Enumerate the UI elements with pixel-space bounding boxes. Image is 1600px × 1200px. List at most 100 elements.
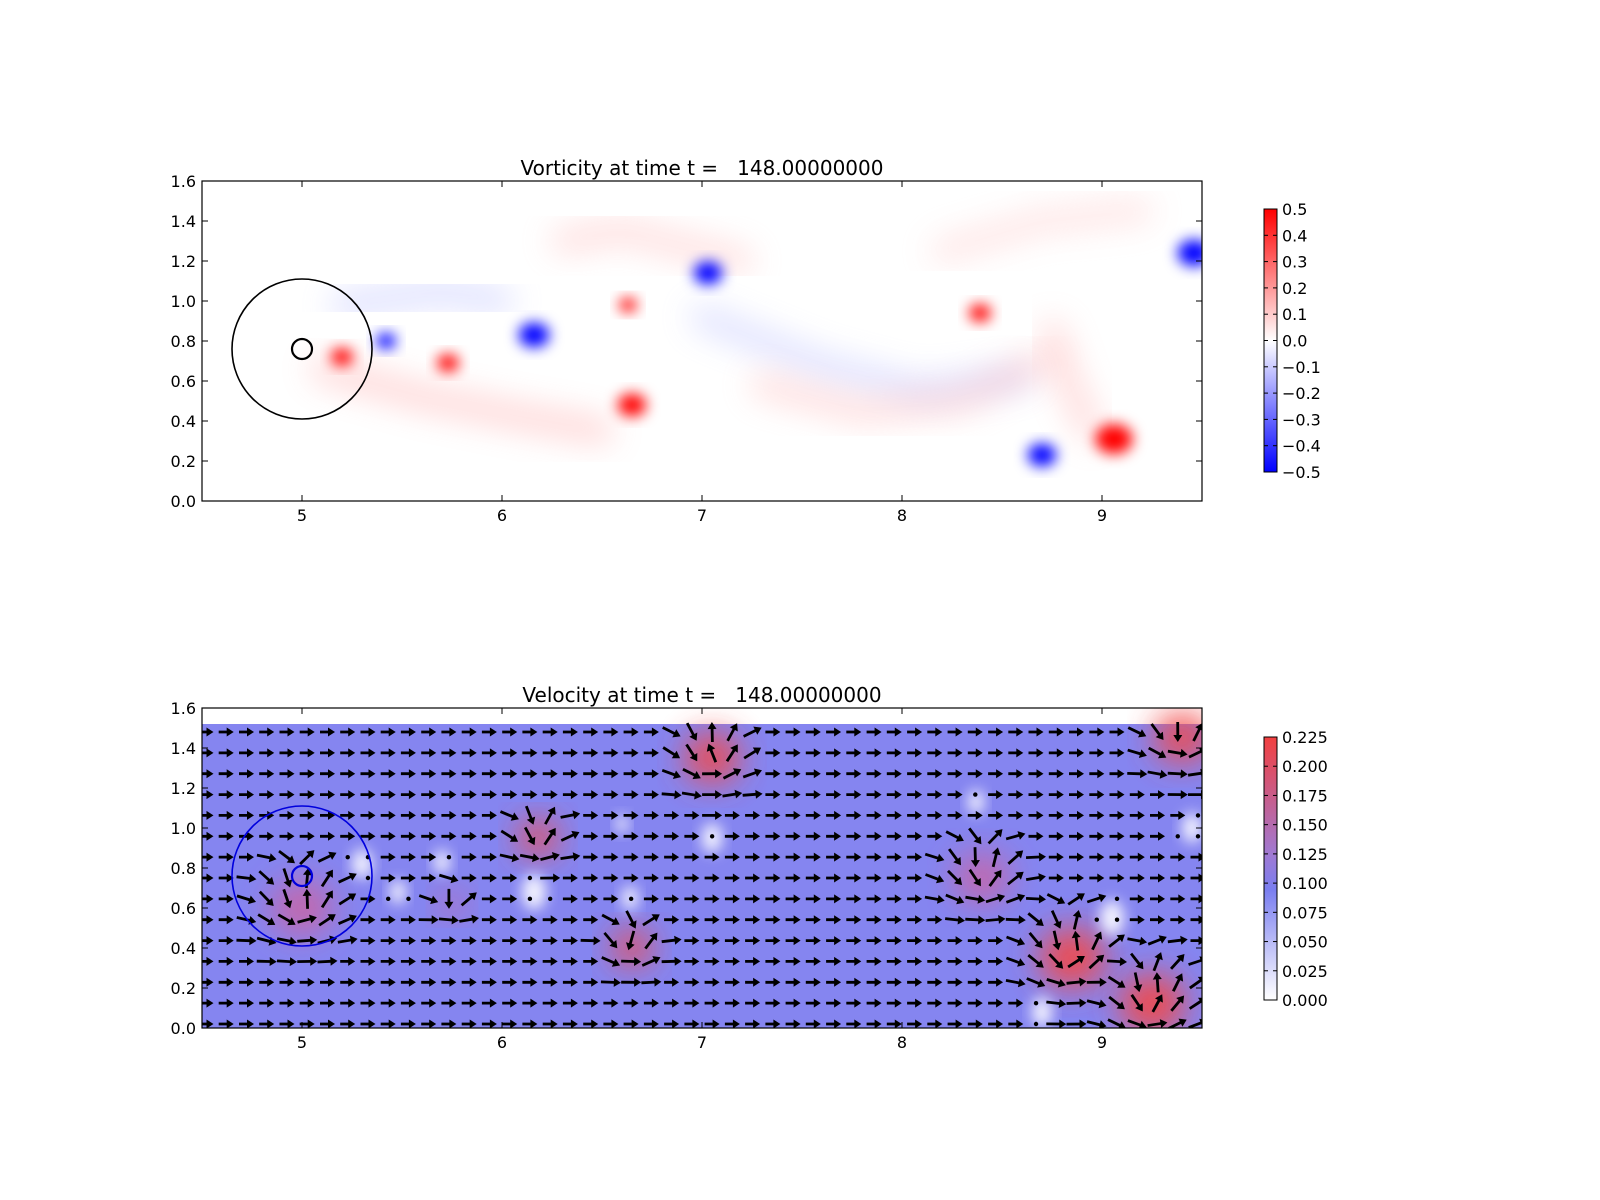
- quiver-arrow: [340, 998, 356, 1008]
- quiver-arrow: [927, 915, 943, 925]
- quiver-arrow: [623, 1019, 639, 1028]
- velocity-fast-region: [518, 820, 558, 856]
- quiver-arrow: [421, 831, 437, 841]
- quiver-arrow: [562, 1019, 578, 1028]
- quiver-arrow: [968, 868, 981, 887]
- quiver-arrow: [340, 769, 356, 779]
- vorticity-wake-band: [311, 358, 613, 442]
- vorticity-wake-band: [551, 220, 753, 272]
- quiver-arrow: [1048, 769, 1064, 779]
- quiver-arrow: [461, 936, 477, 946]
- quiver-arrow: [1170, 894, 1186, 904]
- quiver-arrow: [239, 810, 254, 820]
- quiver-arrow: [299, 998, 315, 1008]
- quiver-arrow: [826, 977, 842, 987]
- quiver-arrow: [202, 1019, 214, 1028]
- quiver-arrow: [947, 936, 963, 946]
- quiver-arrow: [907, 1019, 923, 1028]
- quiver-arrow: [1008, 998, 1024, 1008]
- quiver-arrow: [1050, 910, 1062, 929]
- quiver-arrow: [785, 977, 801, 987]
- vorticity-colorbar-tick-label: 0.5: [1282, 200, 1307, 219]
- quiver-dot: [386, 896, 391, 902]
- quiver-arrow: [459, 914, 479, 924]
- velocity-x-tick-label: 6: [497, 1033, 507, 1052]
- quiver-arrow: [218, 936, 234, 946]
- quiver-arrow: [927, 769, 943, 779]
- quiver-arrow: [259, 831, 275, 841]
- quiver-arrow: [562, 894, 578, 904]
- vorticity-colorbar-tick-label: 0.3: [1282, 253, 1307, 272]
- quiver-arrow: [805, 915, 821, 925]
- quiver-arrow: [1089, 727, 1105, 737]
- quiver-arrow: [441, 748, 457, 758]
- quiver-arrow: [886, 810, 902, 820]
- quiver-arrow: [785, 810, 801, 820]
- quiver-arrow: [846, 748, 862, 758]
- quiver-arrow: [1088, 954, 1105, 970]
- velocity-cylinder-circle: [290, 864, 314, 888]
- quiver-arrow: [947, 727, 963, 737]
- quiver-arrow: [360, 769, 376, 779]
- quiver-arrow: [826, 873, 842, 883]
- quiver-arrow: [846, 810, 862, 820]
- quiver-arrow: [826, 1019, 842, 1028]
- quiver-arrow: [337, 935, 358, 945]
- quiver-dot: [527, 875, 533, 881]
- quiver-arrow: [1190, 852, 1202, 862]
- quiver-arrow: [846, 769, 862, 779]
- quiver-arrow: [276, 957, 297, 967]
- quiver-arrow: [805, 977, 821, 987]
- quiver-arrow: [745, 831, 761, 841]
- quiver-arrow: [1069, 769, 1084, 779]
- quiver-arrow: [421, 936, 437, 946]
- quiver-arrow: [320, 748, 335, 758]
- quiver-arrow: [259, 998, 275, 1008]
- quiver-arrow: [522, 790, 538, 800]
- quiver-arrow: [947, 869, 963, 886]
- quiver-arrow: [560, 852, 581, 862]
- quiver-arrow: [967, 769, 983, 779]
- quiver-arrow: [441, 956, 457, 966]
- velocity-colorbar-tick-label: 0.100: [1282, 874, 1328, 893]
- quiver-arrow: [1066, 977, 1087, 987]
- quiver-arrow: [886, 769, 902, 779]
- quiver-arrow: [543, 827, 556, 846]
- quiver-arrow: [562, 873, 578, 883]
- quiver-arrow: [826, 936, 842, 946]
- quiver-arrow: [722, 789, 743, 799]
- quiver-arrow: [805, 831, 821, 841]
- quiver-arrow: [380, 1019, 396, 1028]
- quiver-arrow: [724, 852, 740, 862]
- quiver-arrow: [664, 810, 680, 820]
- quiver-arrow: [846, 831, 862, 841]
- quiver-arrow: [664, 915, 680, 925]
- quiver-arrow: [947, 748, 963, 758]
- quiver-arrow: [907, 831, 923, 841]
- quiver-arrow: [743, 747, 762, 760]
- quiver-arrow: [967, 998, 983, 1008]
- quiver-arrow: [724, 831, 740, 841]
- quiver-arrow: [542, 915, 558, 925]
- negative-vortex: [1177, 239, 1202, 267]
- quiver-arrow: [643, 727, 659, 737]
- quiver-arrow: [805, 936, 821, 946]
- quiver-arrow: [643, 769, 659, 779]
- quiver-arrow: [400, 831, 416, 841]
- quiver-arrow: [218, 727, 234, 737]
- velocity-colorbar-bar: [1263, 736, 1278, 1001]
- quiver-arrow: [603, 831, 619, 841]
- quiver-arrow: [1008, 1019, 1024, 1028]
- quiver-arrow: [360, 915, 376, 925]
- velocity-colorbar-tick-label: 0.175: [1282, 786, 1328, 805]
- vorticity-y-tick-label: 0.4: [171, 412, 196, 431]
- quiver-arrow: [560, 830, 580, 842]
- quiver-arrow: [360, 1019, 376, 1028]
- quiver-arrow: [580, 936, 601, 946]
- quiver-arrow: [400, 956, 416, 966]
- quiver-arrow: [1127, 769, 1148, 779]
- quiver-arrow: [583, 873, 599, 883]
- vorticity-vortex-layer: [331, 239, 1202, 467]
- quiver-arrow: [805, 727, 821, 737]
- quiver-arrow: [745, 915, 761, 925]
